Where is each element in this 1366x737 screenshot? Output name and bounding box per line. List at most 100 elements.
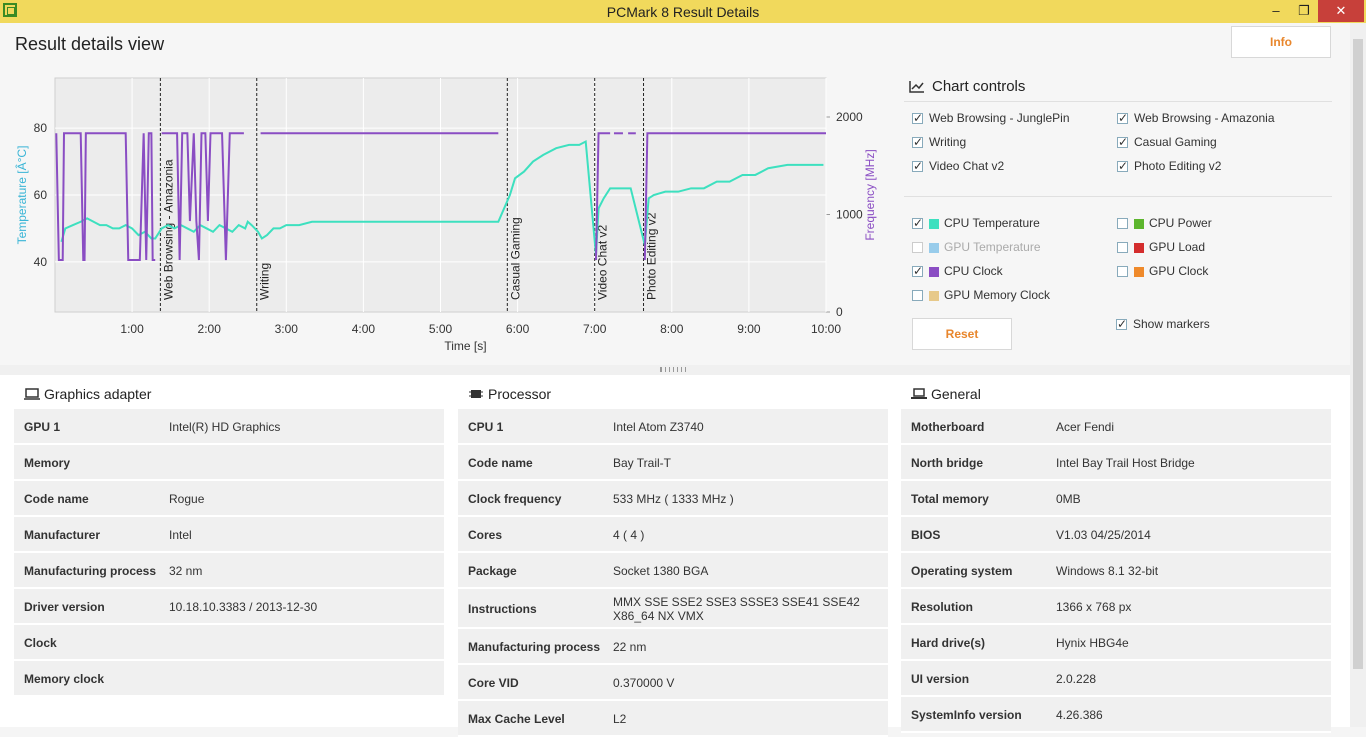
chart-area: 40 60 80 0 1000 2000 1:00 2:00 3:00 4:00 5:00 6:00 7… [0, 63, 1350, 365]
test-checkbox[interactable]: Writing [912, 134, 966, 152]
info-value: 0.370000 V [613, 676, 675, 690]
maximize-button[interactable]: ❐ [1298, 3, 1310, 18]
checkbox-box[interactable] [1116, 316, 1127, 332]
info-key: North bridge [911, 456, 983, 470]
metric-checkbox[interactable]: CPU Clock [912, 263, 1003, 281]
cpu-clock-line [161, 132, 244, 261]
checkbox-box[interactable] [912, 290, 923, 302]
info-key: Driver version [24, 600, 105, 614]
y-right-tick-label: 0 [836, 305, 843, 319]
y-right-tick-label: 2000 [836, 110, 863, 124]
info-key: Manufacturer [24, 528, 101, 542]
info-key: BIOS [911, 528, 941, 542]
laptop-icon [911, 388, 927, 399]
checkbox-label: GPU Memory Clock [944, 288, 1051, 302]
info-key: Memory clock [24, 672, 105, 686]
checkbox-box[interactable] [912, 158, 923, 174]
info-value: Acer Fendi [1056, 420, 1115, 434]
checkbox-label: CPU Power [1149, 216, 1212, 230]
info-key: Core VID [468, 676, 519, 690]
checkbox-box[interactable] [912, 215, 923, 231]
checkbox-label: Casual Gaming [1134, 135, 1217, 149]
y-left-tick-label: 40 [34, 255, 48, 269]
info-row: BIOS V1.03 04/25/2014 [901, 517, 1331, 553]
info-value: Socket 1380 BGA [613, 564, 709, 578]
info-row: Total memory 0MB [901, 481, 1331, 517]
info-key: Instructions [468, 602, 537, 616]
checkbox-box[interactable] [1117, 134, 1128, 150]
test-checkbox[interactable]: Video Chat v2 [912, 158, 1004, 176]
test-checkbox[interactable]: Casual Gaming [1117, 134, 1217, 152]
info-key: Code name [468, 456, 533, 470]
x-tick-label: 9:00 [737, 322, 761, 336]
info-row: Memory clock [14, 661, 444, 697]
checkbox-label: Writing [929, 135, 967, 149]
checkbox-box[interactable] [912, 242, 923, 254]
info-row: Resolution 1366 x 768 px [901, 589, 1331, 625]
splitter[interactable] [0, 365, 1350, 375]
info-value: Rogue [169, 492, 205, 506]
metric-checkbox[interactable]: CPU Power [1117, 215, 1212, 233]
info-row: Code name Rogue [14, 481, 444, 517]
info-key: Resolution [911, 600, 973, 614]
splitter-grip-icon[interactable] [660, 367, 686, 372]
window-title: PCMark 8 Result Details [606, 4, 760, 20]
test-checkbox[interactable]: Web Browsing - Amazonia [1117, 110, 1275, 128]
checkbox-label: CPU Clock [944, 264, 1003, 278]
info-key: UI version [911, 672, 970, 686]
color-swatch [929, 266, 939, 277]
checkbox-box[interactable] [912, 134, 923, 150]
info-row: Hard drive(s) Hynix HBG4e [901, 625, 1331, 661]
title-bar: PCMark 8 Result Details – ❐ ✕ [0, 0, 1366, 23]
info-key: Cores [468, 528, 503, 542]
checkbox-label: GPU Clock [1149, 264, 1209, 278]
info-key: Package [468, 564, 517, 578]
info-value: 10.18.10.3383 / 2013-12-30 [169, 600, 318, 614]
metric-checkbox[interactable]: GPU Clock [1117, 263, 1208, 281]
x-tick-label: 8:00 [660, 322, 684, 336]
info-row: North bridge Intel Bay Trail Host Bridge [901, 445, 1331, 481]
metric-checkbox[interactable]: GPU Load [1117, 239, 1205, 257]
chart-controls-title: Chart controls [932, 78, 1026, 95]
vertical-scrollbar[interactable] [1350, 23, 1366, 727]
checkbox-box[interactable] [912, 110, 923, 126]
test-checkbox[interactable]: Web Browsing - JunglePin [912, 110, 1070, 128]
info-value: 1366 x 768 px [1056, 600, 1132, 614]
checkbox-box[interactable] [912, 263, 923, 279]
info-value: 0MB [1056, 492, 1081, 506]
checkbox-box[interactable] [1117, 218, 1128, 230]
info-value: Bay Trail-T [613, 456, 672, 470]
separator [904, 196, 1332, 197]
metric-checkbox[interactable]: GPU Temperature [912, 239, 1041, 257]
general-title: General [931, 386, 981, 402]
chart-controls: Chart controls Web Browsing - JunglePin W… [900, 63, 1340, 363]
metric-checkbox[interactable]: GPU Memory Clock [912, 287, 1050, 305]
info-key: GPU 1 [24, 420, 61, 434]
monitor-icon [24, 388, 40, 400]
info-row: Clock [14, 625, 444, 661]
info-value: MMX SSE SSE2 SSE3 SSSE3 SSE41 SSE42 X86_… [613, 595, 860, 623]
show-markers-checkbox[interactable]: Show markers [1116, 316, 1210, 334]
checkbox-box[interactable] [1117, 242, 1128, 254]
checkbox-box[interactable] [1117, 110, 1128, 126]
reset-button[interactable]: Reset [912, 318, 1012, 350]
test-checkbox[interactable]: Photo Editing v2 [1117, 158, 1221, 176]
system-info-panels: Graphics adapter GPU 1 Intel(R) HD Graphi… [0, 375, 1350, 737]
color-swatch [929, 218, 939, 229]
test-marker-label: Video Chat v2 [596, 225, 610, 300]
checkbox-box[interactable] [1117, 266, 1128, 278]
minimize-button[interactable]: – [1272, 3, 1280, 18]
general-rows: Motherboard Acer Fendi North bridge Intel B… [901, 409, 1331, 733]
info-value: 4.26.386 [1056, 708, 1103, 722]
info-value: Intel [169, 528, 192, 542]
info-value: Intel Bay Trail Host Bridge [1056, 456, 1195, 470]
x-tick-label: 3:00 [275, 322, 299, 336]
cpu-clock-line [594, 132, 611, 261]
checkbox-label: Web Browsing - JunglePin [929, 111, 1070, 125]
metric-checkbox[interactable]: CPU Temperature [912, 215, 1040, 233]
info-button[interactable]: Info [1231, 26, 1331, 58]
processor-icon [469, 390, 483, 398]
close-button[interactable]: ✕ [1318, 0, 1364, 22]
scrollbar-thumb[interactable] [1353, 39, 1363, 669]
checkbox-box[interactable] [1117, 158, 1128, 174]
